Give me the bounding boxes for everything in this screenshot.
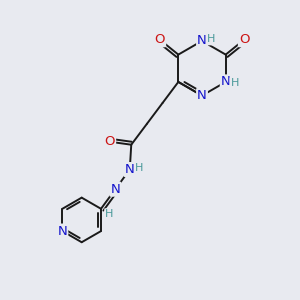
Text: N: N [125, 163, 135, 176]
Text: H: H [105, 209, 113, 219]
Text: N: N [221, 75, 231, 88]
Text: H: H [135, 163, 143, 173]
Text: N: N [110, 183, 120, 196]
Text: N: N [197, 89, 207, 102]
Text: O: O [239, 33, 249, 46]
Text: O: O [155, 33, 165, 46]
Text: N: N [58, 225, 67, 238]
Text: N: N [197, 34, 207, 47]
Text: H: H [207, 34, 215, 44]
Text: H: H [230, 78, 239, 88]
Text: O: O [105, 135, 115, 148]
